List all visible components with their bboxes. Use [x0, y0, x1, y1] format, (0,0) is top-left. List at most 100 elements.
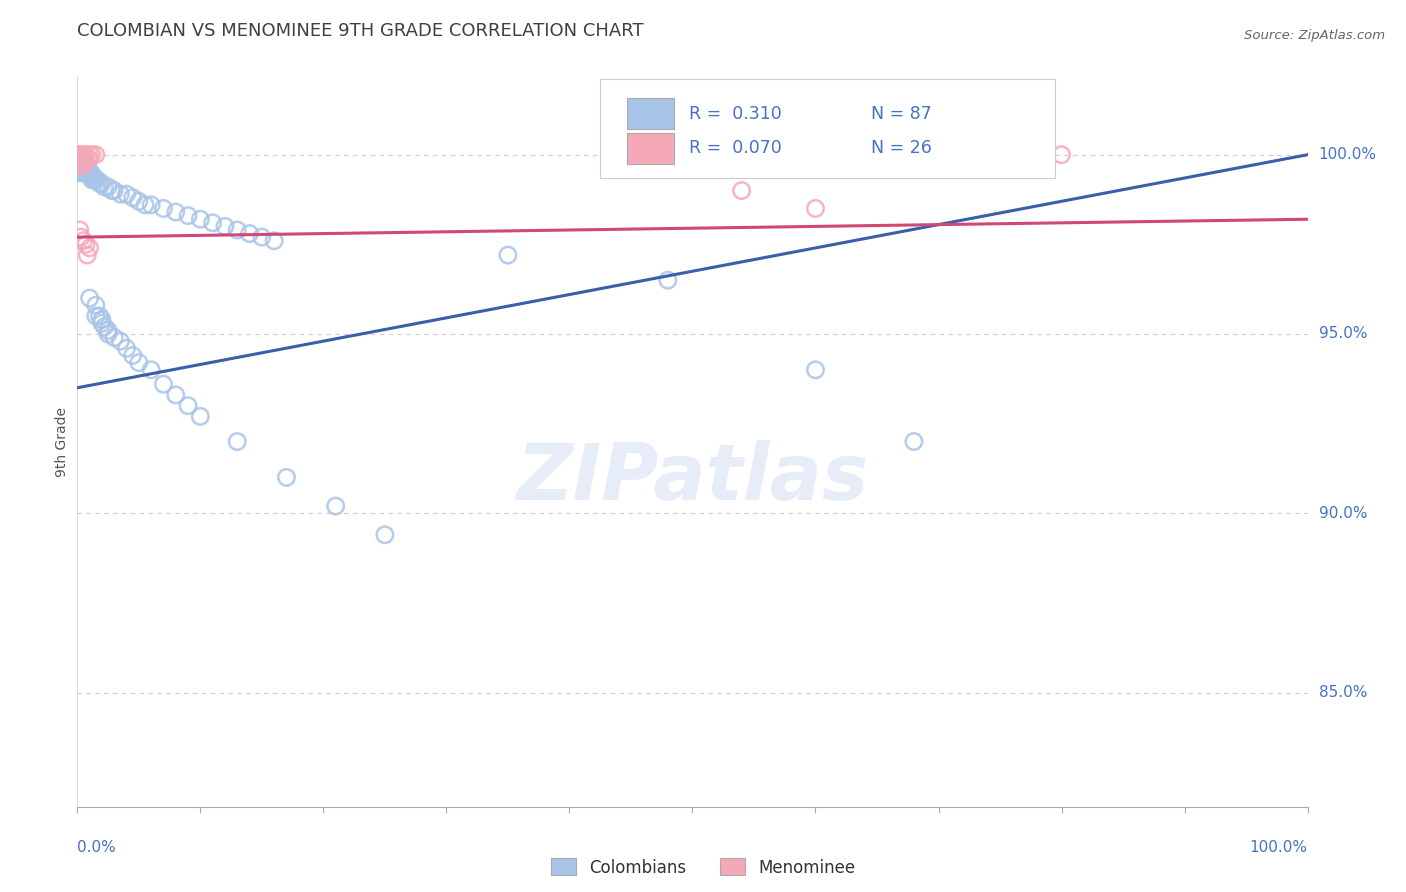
Text: 90.0%: 90.0% [1319, 506, 1367, 521]
Point [115, 341, 138, 355]
Point [103, 330, 125, 344]
Point [69, 154, 91, 169]
Point [76, 162, 98, 177]
Point [250, 230, 273, 244]
Point [69, 147, 91, 161]
Text: 0.0%: 0.0% [77, 840, 117, 855]
Point [177, 209, 200, 223]
Point [77, 166, 100, 180]
Point [79, 291, 101, 305]
Point [72, 147, 94, 161]
Point [77, 162, 100, 177]
Point [73, 151, 96, 165]
Point [141, 198, 163, 212]
Point [90, 312, 114, 326]
Point [70, 151, 93, 165]
Text: 100.0%: 100.0% [1250, 840, 1308, 855]
Point [84, 309, 107, 323]
Point [263, 234, 285, 248]
Point [70, 151, 93, 165]
Point [276, 470, 298, 484]
Point [101, 184, 124, 198]
Point [90, 177, 114, 191]
Point [75, 237, 97, 252]
Point [75, 147, 97, 161]
Point [72, 166, 94, 180]
Point [77, 151, 100, 165]
Point [121, 349, 143, 363]
Point [72, 158, 94, 172]
Point [103, 184, 125, 198]
Text: COLOMBIAN VS MENOMINEE 9TH GRADE CORRELATION CHART: COLOMBIAN VS MENOMINEE 9TH GRADE CORRELA… [77, 22, 644, 40]
Point [72, 234, 94, 248]
Point [69, 158, 91, 172]
Point [97, 180, 120, 194]
Point [706, 158, 728, 172]
Point [67, 166, 90, 180]
Point [226, 223, 249, 237]
Point [903, 434, 925, 449]
Point [657, 273, 679, 287]
Point [152, 202, 174, 216]
Text: 85.0%: 85.0% [1319, 685, 1367, 700]
Point [70, 166, 93, 180]
Point [165, 205, 187, 219]
Point [84, 147, 107, 161]
Point [214, 219, 236, 234]
Point [72, 151, 94, 165]
Point [70, 154, 93, 169]
Point [128, 356, 150, 370]
Point [141, 363, 163, 377]
Y-axis label: 9th Grade: 9th Grade [55, 407, 69, 476]
Point [121, 191, 143, 205]
Point [79, 169, 101, 184]
Point [152, 377, 174, 392]
Point [201, 216, 224, 230]
Point [70, 230, 93, 244]
Point [80, 169, 103, 184]
Point [82, 173, 104, 187]
Point [804, 202, 827, 216]
Point [496, 248, 519, 262]
Text: R =  0.070: R = 0.070 [689, 138, 782, 156]
Point [76, 166, 98, 180]
Point [188, 212, 212, 227]
Text: Source: ZipAtlas.com: Source: ZipAtlas.com [1244, 29, 1385, 42]
Point [67, 162, 90, 177]
Text: ZIPatlas: ZIPatlas [516, 440, 869, 516]
Point [70, 162, 93, 177]
Text: 95.0%: 95.0% [1319, 326, 1367, 342]
Point [84, 298, 107, 312]
Point [82, 169, 104, 184]
Point [72, 162, 94, 177]
Point [325, 499, 347, 513]
Point [73, 154, 96, 169]
Point [70, 154, 93, 169]
Point [89, 309, 111, 323]
Point [134, 198, 156, 212]
Point [682, 154, 704, 169]
Point [1050, 147, 1073, 161]
Point [80, 166, 103, 180]
Point [70, 158, 93, 172]
Bar [627, 133, 673, 163]
Text: N = 87: N = 87 [870, 105, 932, 123]
Point [70, 158, 93, 172]
Point [69, 223, 91, 237]
Point [93, 319, 115, 334]
Text: 100.0%: 100.0% [1319, 147, 1376, 162]
Point [69, 166, 91, 180]
Point [67, 154, 90, 169]
Point [226, 434, 249, 449]
Point [128, 194, 150, 209]
Point [72, 158, 94, 172]
Legend: Colombians, Menominee: Colombians, Menominee [551, 858, 855, 877]
Point [633, 147, 655, 161]
Point [84, 173, 107, 187]
Point [97, 323, 120, 337]
Point [70, 154, 93, 169]
Point [75, 158, 97, 172]
Point [97, 326, 120, 341]
Point [69, 158, 91, 172]
Point [76, 248, 98, 262]
